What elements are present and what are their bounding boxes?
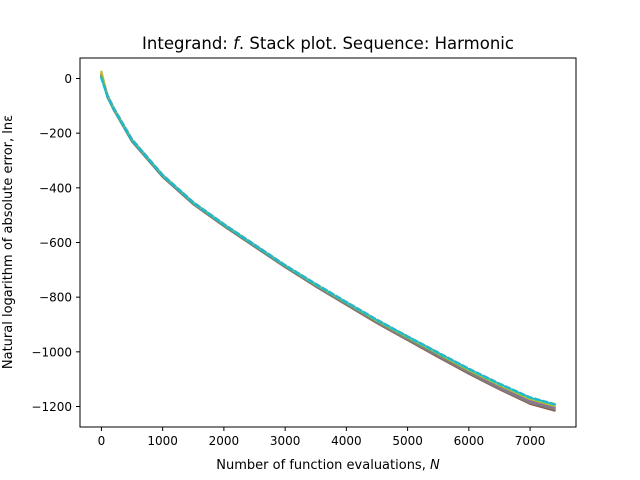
series-line-9 <box>100 76 556 406</box>
x-axis-label: Number of function evaluations, N <box>216 458 440 473</box>
chart-title: Integrand: f. Stack plot. Sequence: Harm… <box>142 34 514 53</box>
x-tick-label: 3000 <box>270 434 301 448</box>
y-axis-ticks: 0 −200 −400 −600 −800 −1000 −1200 <box>31 72 80 414</box>
y-tick-label: −1200 <box>31 400 72 414</box>
y-tick-label: −1000 <box>31 345 72 359</box>
plot-area <box>80 58 576 427</box>
x-tick-label: 2000 <box>209 434 240 448</box>
y-tick-label: 0 <box>64 72 72 86</box>
x-tick-label: 5000 <box>392 434 423 448</box>
y-tick-label: −600 <box>39 236 72 250</box>
x-tick-label: 4000 <box>331 434 362 448</box>
x-tick-label: 1000 <box>147 434 178 448</box>
x-tick-label: 7000 <box>515 434 546 448</box>
x-axis-ticks: 0 1000 2000 3000 4000 5000 6000 7000 <box>98 427 546 448</box>
y-tick-label: −200 <box>39 127 72 141</box>
y-axis-label: Natural logarithm of absolute error, lnε <box>1 115 16 369</box>
series-layer <box>100 70 556 412</box>
x-tick-label: 0 <box>98 434 106 448</box>
x-tick-label: 6000 <box>454 434 485 448</box>
y-tick-label: −800 <box>39 291 72 305</box>
y-tick-label: −400 <box>39 181 72 195</box>
